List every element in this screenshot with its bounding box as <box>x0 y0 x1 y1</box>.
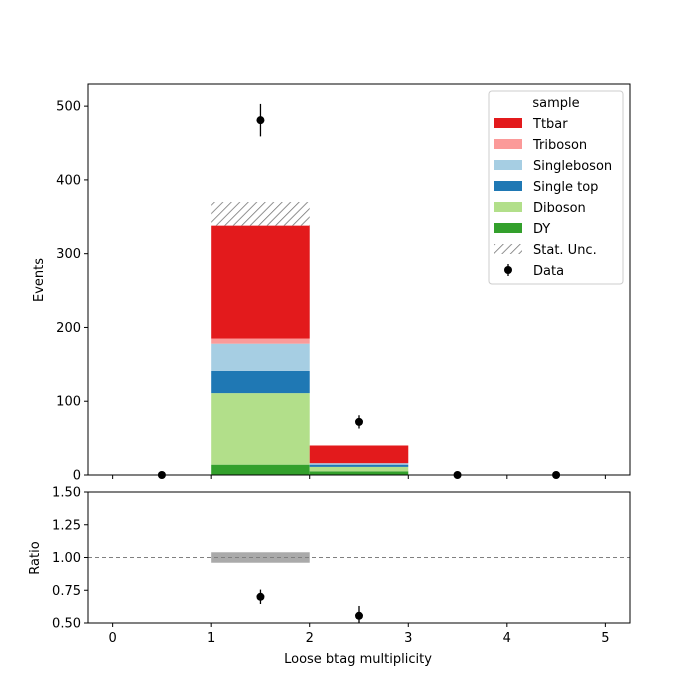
main-y-axis-label: Events <box>32 258 47 302</box>
legend-marker-ttbar <box>494 118 522 128</box>
bar-single-top-bin-1 <box>211 370 310 394</box>
legend-marker-triboson <box>494 139 522 149</box>
data-point <box>256 116 265 125</box>
legend-marker-singleboson <box>494 160 522 170</box>
ratio-point <box>355 611 363 620</box>
legend: sample Ttbar Triboson Singleboson Single to… <box>488 90 624 285</box>
ratio-y-ticks: 0.50 0.75 1.00 1.25 1.50 <box>52 486 88 632</box>
bar-diboson-bin-1 <box>211 393 310 465</box>
x-tick-label: 3 <box>404 631 412 646</box>
main-plot-frame <box>87 83 631 476</box>
x-tick-label: 5 <box>601 631 609 646</box>
legend-label-triboson: Triboson <box>532 138 587 153</box>
data-point <box>355 417 363 426</box>
legend-title: sample <box>532 96 579 111</box>
x-tick-label: 2 <box>306 631 314 646</box>
y-tick-label: 400 <box>56 173 81 188</box>
bar-ttbar-bin-2 <box>309 445 409 464</box>
ratio-y-axis-label: Ratio <box>28 541 43 574</box>
x-tick-label: 4 <box>503 631 511 646</box>
ratio-unc-band-bin-1 <box>211 552 310 563</box>
ratio-y-tick-label: 0.75 <box>52 584 81 599</box>
ratio-points <box>256 589 363 623</box>
bar-diboson-bin-2 <box>309 466 409 472</box>
y-tick-label: 500 <box>56 100 81 115</box>
x-tick-label: 1 <box>207 631 215 646</box>
legend-marker-stat-unc <box>494 244 522 254</box>
bar-singleboson-bin-1 <box>211 343 310 371</box>
legend-label-single-top: Single top <box>533 180 598 195</box>
legend-marker-diboson <box>494 202 522 212</box>
bar-dy-bin-1 <box>211 464 310 475</box>
y-tick-label: 0 <box>73 469 81 484</box>
bar-dy-bin-2 <box>309 471 409 475</box>
legend-marker-data-dot <box>504 266 512 274</box>
ratio-y-tick-label: 1.00 <box>52 551 81 566</box>
legend-label-data: Data <box>533 264 564 279</box>
legend-marker-single-top <box>494 181 522 191</box>
legend-marker-dy <box>494 223 522 233</box>
x-tick-label: 0 <box>108 631 116 646</box>
y-tick-label: 100 <box>56 395 81 410</box>
x-axis-label: Loose btag multiplicity <box>284 652 432 667</box>
main-x-ticks <box>112 475 606 479</box>
stacked-bars <box>211 225 409 475</box>
ratio-y-tick-label: 1.50 <box>52 486 81 501</box>
ratio-point <box>256 592 265 601</box>
y-tick-label: 200 <box>56 321 81 336</box>
ratio-y-tick-label: 0.50 <box>52 617 81 632</box>
data-points <box>157 103 561 479</box>
ratio-plot-frame <box>87 491 631 624</box>
legend-label-stat-unc: Stat. Unc. <box>533 243 597 258</box>
main-y-ticks: 0 100 200 300 400 500 <box>56 100 88 484</box>
y-tick-label: 300 <box>56 247 81 262</box>
legend-label-diboson: Diboson <box>533 201 586 216</box>
main-panel: 0 100 200 300 400 500 Events sample Ttbar Trib… <box>32 83 631 484</box>
ratio-y-tick-label: 1.25 <box>52 518 81 533</box>
ratio-unc-band <box>211 552 310 563</box>
legend-label-ttbar: Ttbar <box>532 117 568 132</box>
bar-single-top-bin-2 <box>309 464 409 467</box>
legend-label-singleboson: Singleboson <box>533 159 612 174</box>
bar-singleboson-bin-2 <box>309 463 409 465</box>
ratio-panel: 0.50 0.75 1.00 1.25 1.50 0 1 2 3 4 5 Ratio Loose … <box>28 486 631 667</box>
legend-label-dy: DY <box>533 222 550 237</box>
bar-triboson-bin-1 <box>211 338 310 344</box>
ratio-x-ticks: 0 1 2 3 4 5 <box>108 623 610 646</box>
bar-ttbar-bin-1 <box>211 225 310 339</box>
legend-frame <box>488 90 624 285</box>
stat-unc-bin-1 <box>211 202 310 226</box>
stat-unc-hatch <box>211 202 310 226</box>
